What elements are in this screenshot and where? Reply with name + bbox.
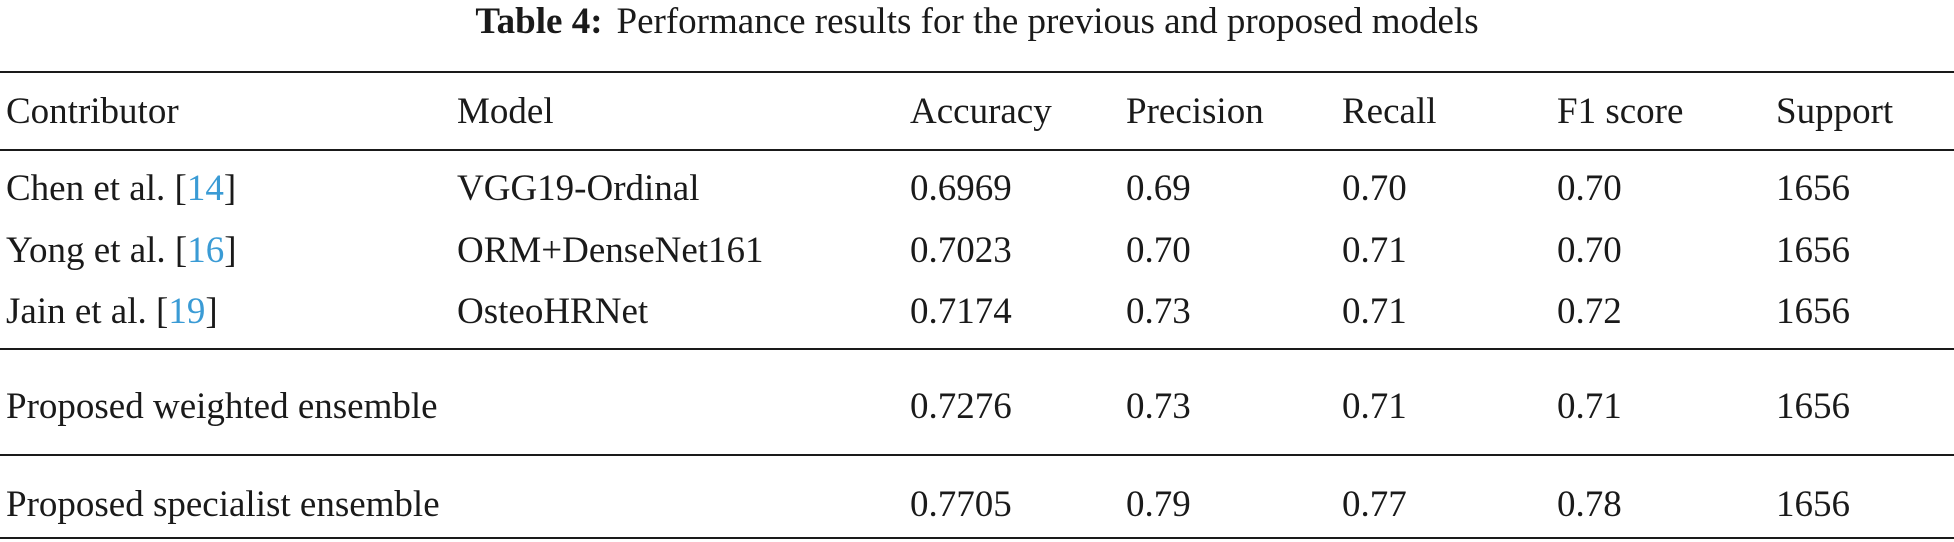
contributor-cell: Jain et al. [19] <box>6 290 218 334</box>
contributor-cell: Yong et al. [16] <box>6 229 237 273</box>
table-cell: OsteoHRNet <box>457 291 649 332</box>
table-cell: 0.71 <box>1342 230 1407 271</box>
table-caption: Table 4: Performance results for the prev… <box>0 0 1954 44</box>
table-cell: 0.7023 <box>910 230 1012 271</box>
header-cell: Contributor <box>6 91 179 132</box>
table-cell: 0.7705 <box>910 484 1012 525</box>
table-rule <box>0 537 1954 539</box>
header-cell: Precision <box>1126 91 1264 132</box>
table-cell: ORM+DenseNet161 <box>457 230 764 271</box>
table-cell: 0.73 <box>1126 386 1191 427</box>
header-cell: Model <box>457 91 554 132</box>
header-cell: Recall <box>1342 91 1437 132</box>
caption-label: Table 4: <box>475 1 603 42</box>
table-cell: 1656 <box>1776 168 1850 209</box>
table-cell: 1656 <box>1776 230 1850 271</box>
table-cell: 0.78 <box>1557 484 1622 525</box>
table-cell: 0.71 <box>1342 291 1407 332</box>
contributor-text: Jain et al. [ <box>6 291 169 332</box>
table-cell: 0.70 <box>1342 168 1407 209</box>
citation-link: 16 <box>187 230 225 271</box>
contributor-text: Chen et al. [ <box>6 168 187 209</box>
table-cell: 0.70 <box>1557 168 1622 209</box>
table-cell: 0.70 <box>1557 230 1622 271</box>
table-cell: 0.6969 <box>910 168 1012 209</box>
table-cell: 0.71 <box>1342 386 1407 427</box>
table-cell: 0.7174 <box>910 291 1012 332</box>
table-cell: 0.72 <box>1557 291 1622 332</box>
contributor-text: Yong et al. [ <box>6 230 188 271</box>
table-cell: 0.79 <box>1126 484 1191 525</box>
contributor-cell: Chen et al. [14] <box>6 167 236 211</box>
proposed-label: Proposed specialist ensemble <box>6 484 440 525</box>
header-cell: Accuracy <box>910 91 1052 132</box>
contributor-text: ] <box>224 230 237 271</box>
table-cell: VGG19-Ordinal <box>457 168 700 209</box>
table-cell: 1656 <box>1776 484 1850 525</box>
table-rule <box>0 149 1954 151</box>
table-cell: 1656 <box>1776 386 1850 427</box>
contributor-text: ] <box>223 168 237 209</box>
citation-link: 19 <box>168 291 206 332</box>
table-rule <box>0 71 1954 73</box>
citation-link: 14 <box>186 168 224 209</box>
header-cell: Support <box>1776 91 1894 132</box>
table-cell: 0.70 <box>1126 230 1191 271</box>
table-rule <box>0 348 1954 350</box>
table-cell: 1656 <box>1776 291 1850 332</box>
table-cell: 0.73 <box>1126 291 1191 332</box>
contributor-text: ] <box>205 291 218 332</box>
table-cell: 0.7276 <box>910 386 1012 427</box>
table-cell: 0.77 <box>1342 484 1407 525</box>
table-cell: 0.71 <box>1557 386 1622 427</box>
proposed-label: Proposed weighted ensemble <box>6 386 438 427</box>
table-cell: 0.69 <box>1126 168 1191 209</box>
header-cell: F1 score <box>1557 91 1684 132</box>
caption-text: Performance results for the previous and… <box>616 1 1479 42</box>
table-rule <box>0 454 1954 456</box>
